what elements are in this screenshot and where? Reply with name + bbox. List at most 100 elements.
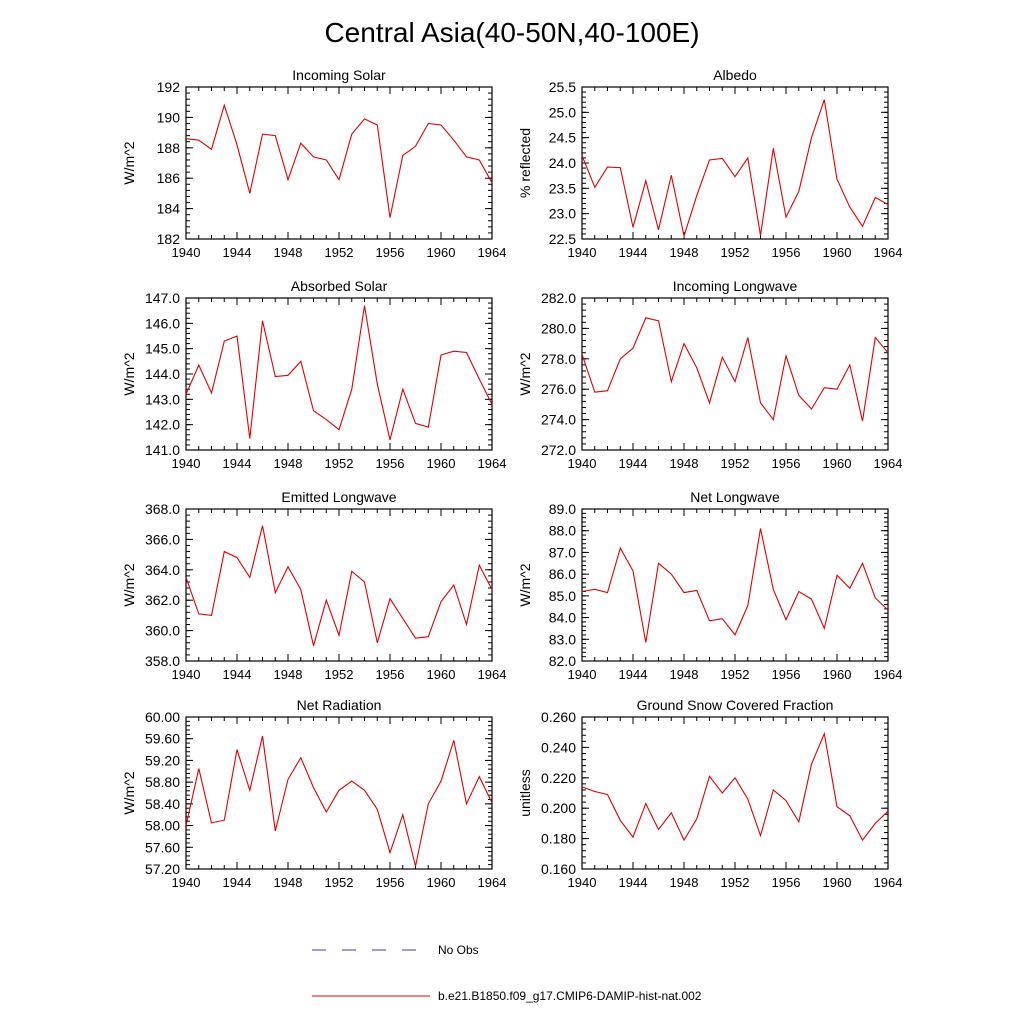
x-tick-label: 1944 bbox=[223, 245, 252, 260]
x-tick-label: 1944 bbox=[619, 875, 648, 890]
x-tick-label: 1956 bbox=[376, 875, 405, 890]
series-line bbox=[581, 731, 889, 842]
x-tick-label: 1940 bbox=[172, 456, 201, 471]
y-tick-label: 144.0 bbox=[145, 366, 180, 382]
y-tick-label: 58.40 bbox=[145, 796, 180, 812]
x-tick-label: 1948 bbox=[670, 456, 699, 471]
x-tick-label: 1960 bbox=[823, 875, 852, 890]
y-axis-label: W/m^2 bbox=[517, 563, 533, 606]
y-tick-label: 60.00 bbox=[145, 709, 180, 725]
y-tick-label: 182 bbox=[157, 231, 181, 247]
y-tick-label: 57.60 bbox=[145, 839, 180, 855]
plot-frame bbox=[581, 86, 889, 240]
x-tick-label: 1964 bbox=[478, 667, 507, 682]
x-tick-label: 1944 bbox=[619, 456, 648, 471]
y-tick-label: 58.80 bbox=[145, 774, 180, 790]
x-tick-label: 1948 bbox=[274, 667, 303, 682]
y-tick-label: 25.0 bbox=[549, 104, 576, 120]
y-tick-label: 147.0 bbox=[145, 290, 180, 306]
y-tick-label: 141.0 bbox=[145, 442, 180, 458]
y-tick-label: 278.0 bbox=[541, 351, 576, 367]
plot-frame bbox=[185, 86, 493, 240]
y-tick-label: 87.0 bbox=[549, 544, 576, 560]
x-tick-label: 1964 bbox=[874, 667, 903, 682]
series-line bbox=[185, 525, 493, 646]
chart-panels: Incoming Solar W/m^2 1940 1944 1948 1952 1956 1… bbox=[121, 67, 902, 890]
chart-panel: Incoming Longwave W/m^2 1940 1944 1948 1952 19… bbox=[517, 278, 902, 471]
y-tick-label: 145.0 bbox=[145, 341, 180, 357]
y-tick-label: 59.20 bbox=[145, 752, 180, 768]
series-line bbox=[581, 99, 889, 239]
x-tick-label: 1952 bbox=[721, 245, 750, 260]
panel-title: Net Longwave bbox=[690, 489, 780, 505]
y-axis-label: % reflected bbox=[517, 128, 533, 198]
series-line bbox=[185, 103, 493, 218]
y-tick-label: 58.00 bbox=[145, 818, 180, 834]
y-tick-label: 0.200 bbox=[541, 800, 576, 816]
chart-panel: Net Longwave W/m^2 1940 1944 1948 1952 1956 196… bbox=[517, 489, 902, 682]
y-tick-label: 23.5 bbox=[549, 180, 576, 196]
x-tick-label: 1952 bbox=[325, 245, 354, 260]
y-tick-label: 368.0 bbox=[145, 501, 180, 517]
legend: No Obs b.e21.B1850.f09_g17.CMIP6-DAMIP-h… bbox=[312, 943, 702, 1003]
series-line bbox=[581, 528, 889, 643]
x-tick-label: 1948 bbox=[670, 875, 699, 890]
x-tick-label: 1964 bbox=[874, 875, 903, 890]
y-axis-label: unitless bbox=[517, 769, 533, 816]
panel-title: Ground Snow Covered Fraction bbox=[637, 697, 834, 713]
x-tick-label: 1952 bbox=[325, 456, 354, 471]
x-tick-label: 1964 bbox=[478, 245, 507, 260]
y-tick-label: 272.0 bbox=[541, 442, 576, 458]
y-tick-label: 82.0 bbox=[549, 653, 576, 669]
x-tick-label: 1960 bbox=[823, 667, 852, 682]
series-line bbox=[185, 735, 493, 867]
series-line bbox=[185, 305, 493, 441]
y-tick-label: 85.0 bbox=[549, 588, 576, 604]
panel-title: Incoming Solar bbox=[292, 67, 386, 83]
x-tick-label: 1948 bbox=[670, 667, 699, 682]
x-tick-label: 1956 bbox=[376, 245, 405, 260]
x-tick-label: 1944 bbox=[619, 245, 648, 260]
y-tick-label: 0.240 bbox=[541, 739, 576, 755]
y-tick-label: 192 bbox=[157, 79, 181, 95]
y-axis-label: W/m^2 bbox=[517, 352, 533, 395]
x-tick-label: 1952 bbox=[721, 456, 750, 471]
y-tick-label: 362.0 bbox=[145, 592, 180, 608]
y-tick-label: 142.0 bbox=[145, 417, 180, 433]
x-tick-label: 1944 bbox=[223, 456, 252, 471]
x-tick-label: 1948 bbox=[274, 245, 303, 260]
x-tick-label: 1956 bbox=[772, 875, 801, 890]
y-tick-label: 89.0 bbox=[549, 501, 576, 517]
x-tick-label: 1940 bbox=[568, 456, 597, 471]
x-tick-label: 1940 bbox=[172, 245, 201, 260]
y-tick-label: 59.60 bbox=[145, 731, 180, 747]
x-tick-label: 1952 bbox=[325, 667, 354, 682]
y-tick-label: 22.5 bbox=[549, 231, 576, 247]
x-tick-label: 1940 bbox=[568, 875, 597, 890]
y-axis-label: W/m^2 bbox=[121, 771, 137, 814]
plot-frame bbox=[581, 716, 889, 870]
legend-obs-label: No Obs bbox=[438, 943, 479, 957]
x-tick-label: 1964 bbox=[478, 875, 507, 890]
x-tick-label: 1956 bbox=[772, 456, 801, 471]
legend-model-label: b.e21.B1850.f09_g17.CMIP6-DAMIP-hist-nat… bbox=[438, 989, 702, 1003]
y-tick-label: 86.0 bbox=[549, 566, 576, 582]
y-tick-label: 186 bbox=[157, 170, 181, 186]
x-tick-label: 1956 bbox=[376, 456, 405, 471]
chart-panel: Incoming Solar W/m^2 1940 1944 1948 1952 1956 1… bbox=[121, 67, 506, 260]
x-tick-label: 1948 bbox=[274, 875, 303, 890]
y-tick-label: 276.0 bbox=[541, 381, 576, 397]
x-tick-label: 1940 bbox=[568, 667, 597, 682]
x-tick-label: 1964 bbox=[874, 456, 903, 471]
panel-title: Incoming Longwave bbox=[673, 278, 798, 294]
x-tick-label: 1964 bbox=[874, 245, 903, 260]
y-tick-label: 23.0 bbox=[549, 206, 576, 222]
x-tick-label: 1948 bbox=[670, 245, 699, 260]
plot-frame bbox=[581, 508, 889, 662]
x-tick-label: 1948 bbox=[274, 456, 303, 471]
y-tick-label: 25.5 bbox=[549, 79, 576, 95]
x-tick-label: 1960 bbox=[427, 667, 456, 682]
x-tick-label: 1956 bbox=[772, 245, 801, 260]
plot-frame bbox=[185, 508, 493, 662]
x-tick-label: 1952 bbox=[721, 667, 750, 682]
